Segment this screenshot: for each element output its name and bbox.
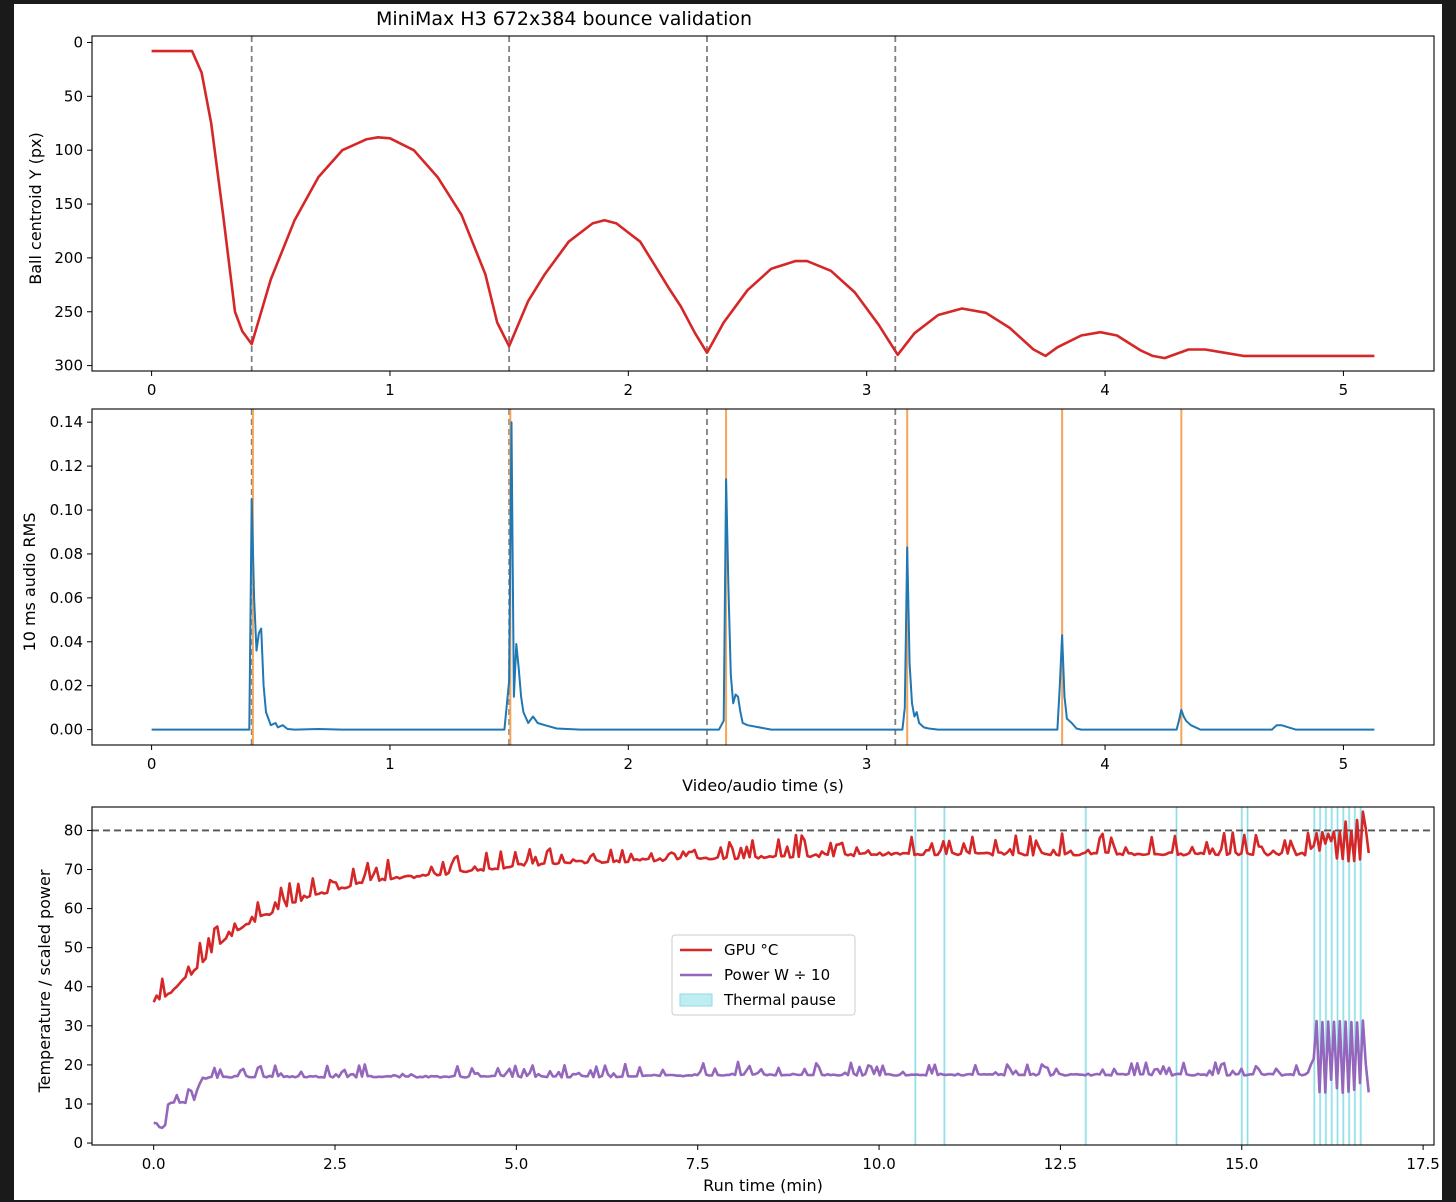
- legend: GPU °C Power W ÷ 10 Thermal pause: [671, 934, 856, 1016]
- plot-area: [151, 36, 1375, 371]
- y-tick-label: 50: [64, 939, 83, 957]
- y-tick-label: 0: [73, 1134, 83, 1152]
- x-tick-label: 4: [1100, 755, 1110, 773]
- y-tick-label: 200: [54, 249, 83, 267]
- y-tick-label: 30: [64, 1017, 83, 1035]
- y-tick-label: 0.00: [50, 721, 83, 739]
- x-tick-label: 2.5: [323, 1155, 347, 1173]
- legend-box: [671, 934, 856, 1016]
- y-tick-label: 0.12: [50, 457, 83, 475]
- x-tick-label: 4: [1100, 381, 1110, 399]
- plot-area: [151, 409, 1375, 745]
- y-tick-label: 40: [64, 978, 83, 996]
- x-tick-label: 1: [385, 755, 395, 773]
- x-tick-label: 5.0: [504, 1155, 528, 1173]
- series-line-gpu-c: [152, 810, 1370, 1003]
- y-tick-label: 0: [73, 33, 83, 51]
- legend-swatch-patch: [679, 993, 713, 1007]
- axes-frame: [91, 806, 1435, 1146]
- y-tick-label: 150: [54, 195, 83, 213]
- x-tick-label: 5: [1339, 755, 1349, 773]
- figure-frame: MiniMax H3 672x384 bounce validation 0 1 2 3…: [14, 4, 1442, 1200]
- axes-frame: [91, 35, 1435, 372]
- y-tick-label: 70: [64, 861, 83, 879]
- x-tick-label: 17.5: [1406, 1155, 1439, 1173]
- x-tick-label: 0: [147, 755, 157, 773]
- y-tick-label: 300: [54, 357, 83, 375]
- y-tick-label: 0.02: [50, 677, 83, 695]
- x-axis-label: Run time (min): [703, 1176, 823, 1195]
- panel-3: 0.0 2.5 5.0 7.5 10.0 12.5 15.0 17.5 0 10 20 30 40 50 6…: [35, 806, 1440, 1195]
- y-axis-label: 10 ms audio RMS: [20, 513, 39, 652]
- y-tick-label: 50: [64, 87, 83, 105]
- legend-label: Thermal pause: [723, 991, 836, 1009]
- x-tick-label: 3: [862, 381, 872, 399]
- y-tick-label: 0.06: [50, 589, 83, 607]
- y-axis-label: Temperature / scaled power: [35, 869, 54, 1093]
- plot-area: [92, 807, 1434, 1145]
- y-tick-label: 100: [54, 141, 83, 159]
- y-tick-label: 80: [64, 821, 83, 839]
- y-tick-label: 0.14: [50, 413, 83, 431]
- x-tick-label: 7.5: [686, 1155, 710, 1173]
- series-line-power-w-: [153, 1019, 1370, 1130]
- y-tick-label: 20: [64, 1056, 83, 1074]
- x-tick-label: 10.0: [862, 1155, 895, 1173]
- legend-label: GPU °C: [724, 941, 778, 959]
- x-tick-label: 5: [1339, 381, 1349, 399]
- y-tick-label: 0.10: [50, 501, 83, 519]
- x-tick-label: 0.0: [142, 1155, 166, 1173]
- x-tick-label: 2: [624, 381, 634, 399]
- y-axis-label: Ball centroid Y (px): [26, 132, 45, 284]
- panel-2: 0 1 2 3 4 5 0.00 0.02 0.04 0.06 0.08 0.10 0.12 0.14 10…: [20, 408, 1435, 795]
- figure-title: MiniMax H3 672x384 bounce validation: [376, 8, 752, 30]
- x-tick-label: 15.0: [1225, 1155, 1258, 1173]
- x-tick-label: 0: [147, 381, 157, 399]
- y-tick-label: 60: [64, 900, 83, 918]
- y-tick-label: 0.04: [50, 633, 83, 651]
- x-axis-label: Video/audio time (s): [682, 776, 844, 795]
- x-tick-label: 12.5: [1044, 1155, 1077, 1173]
- axes-frame: [91, 408, 1435, 746]
- y-tick-label: 250: [54, 303, 83, 321]
- y-tick-label: 10: [64, 1095, 83, 1113]
- x-tick-label: 1: [385, 381, 395, 399]
- y-tick-label: 0.08: [50, 545, 83, 563]
- series-line-2-1: [151, 421, 1375, 731]
- series-line-1-1: [151, 49, 1375, 360]
- figure-canvas: MiniMax H3 672x384 bounce validation 0 1 2 3…: [20, 8, 1440, 1195]
- legend-label: Power W ÷ 10: [724, 966, 830, 984]
- x-tick-label: 2: [624, 755, 634, 773]
- x-tick-label: 3: [862, 755, 872, 773]
